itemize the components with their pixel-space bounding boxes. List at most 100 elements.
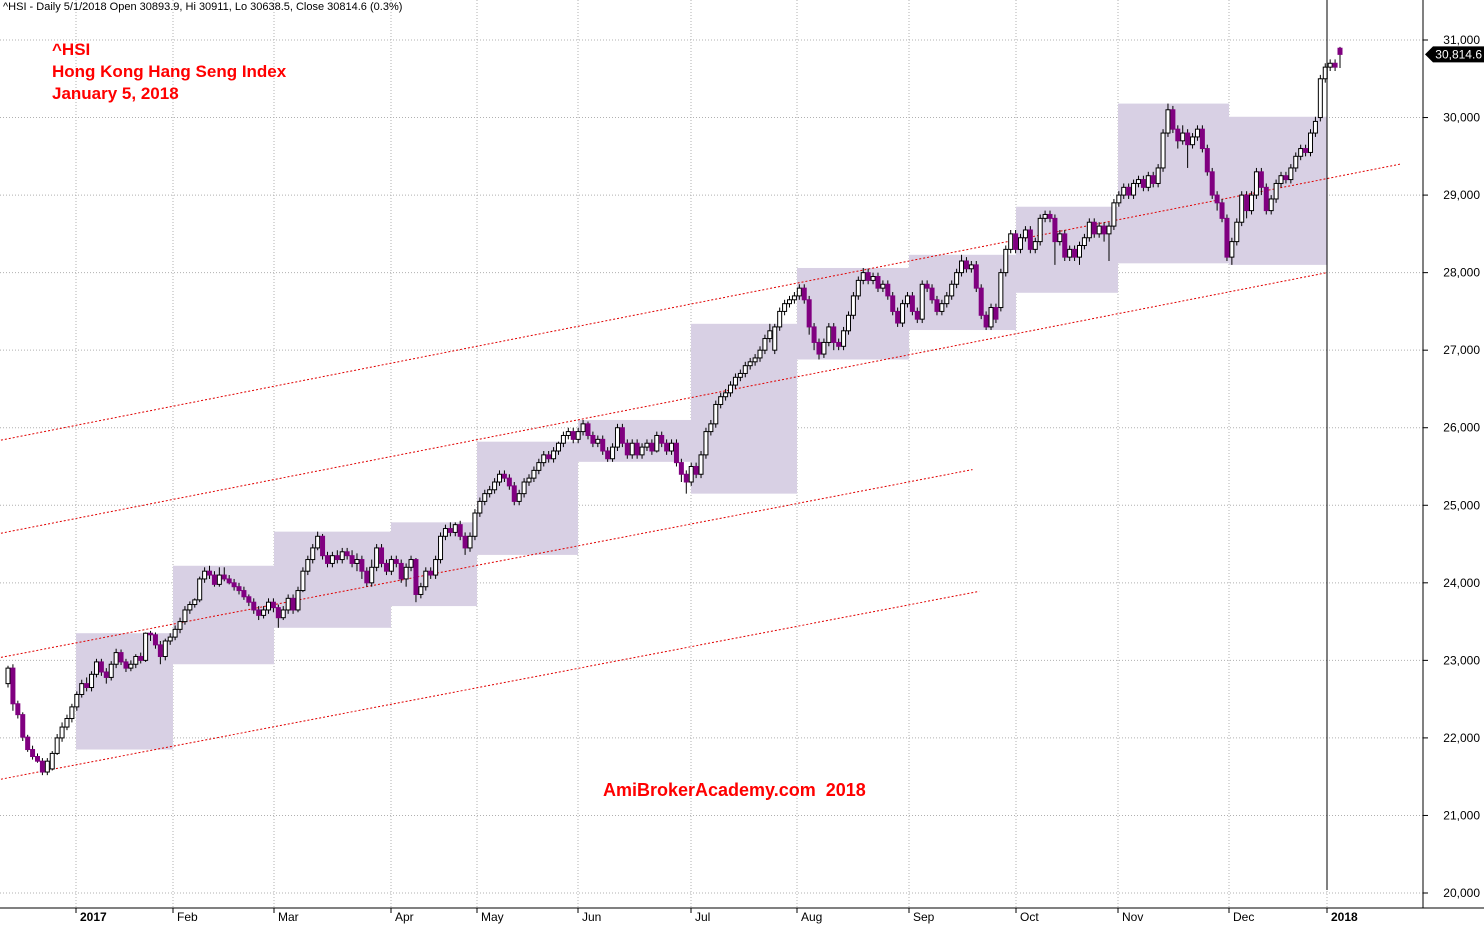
candle — [718, 392, 724, 409]
candle — [1072, 245, 1078, 262]
candle — [900, 299, 906, 327]
candle — [836, 338, 842, 351]
candle — [924, 280, 930, 293]
candle — [1253, 167, 1259, 199]
candles — [5, 46, 1343, 776]
candle-body — [487, 489, 493, 495]
candle-body — [742, 365, 748, 374]
candle-body — [762, 338, 768, 351]
candle — [93, 658, 99, 678]
candle — [1081, 233, 1087, 250]
candle-body — [1209, 171, 1215, 196]
candle-body — [324, 555, 330, 564]
candle — [678, 458, 684, 483]
candle — [939, 299, 945, 316]
x-tick-label: 2018 — [1331, 910, 1358, 924]
candle — [998, 268, 1004, 312]
candle — [1140, 175, 1146, 192]
month-box — [691, 323, 797, 494]
candle-body — [767, 330, 773, 340]
candle — [202, 567, 208, 583]
candle-body — [870, 276, 876, 281]
candle — [1022, 226, 1028, 242]
candle-body — [698, 454, 704, 475]
candle — [438, 532, 444, 564]
candle — [1121, 183, 1127, 199]
annotation-name: Hong Kong Hang Seng Index — [52, 62, 287, 81]
candle-body — [1268, 198, 1274, 212]
candle-body — [1131, 182, 1137, 196]
candle — [959, 254, 965, 277]
y-tick-label: 29,000 — [1443, 188, 1480, 202]
candle — [865, 268, 871, 285]
candle — [1194, 125, 1200, 141]
candle — [506, 474, 512, 490]
candle — [221, 567, 227, 582]
candle-body — [398, 562, 404, 580]
candle — [659, 431, 665, 448]
candle-body — [69, 706, 75, 720]
candle — [285, 594, 291, 614]
y-tick-label: 27,000 — [1443, 343, 1480, 357]
candle — [30, 745, 36, 760]
candle — [246, 594, 252, 607]
candle-body — [614, 427, 620, 448]
candle-body — [772, 326, 778, 351]
candle-body — [202, 570, 208, 580]
candle-body — [349, 555, 355, 564]
candle-body — [585, 423, 591, 436]
candle — [20, 712, 26, 742]
candle — [113, 648, 119, 669]
candle — [570, 427, 576, 444]
candle — [379, 544, 385, 568]
candle — [64, 714, 70, 731]
candle-body — [1126, 186, 1132, 196]
candle-body — [231, 582, 237, 588]
candle-body — [1003, 248, 1009, 274]
candle-body — [1317, 78, 1323, 119]
candle-body — [1204, 148, 1210, 173]
candle — [516, 489, 522, 506]
chart-header: ^HSI - Daily 5/1/2018 Open 30893.9, Hi 3… — [3, 1, 403, 13]
candle-body — [983, 314, 989, 328]
candle-body — [236, 586, 242, 592]
candle — [895, 307, 901, 327]
candle-body — [403, 566, 409, 580]
candle — [963, 257, 969, 273]
candle — [816, 338, 822, 360]
candle-body — [305, 559, 311, 572]
candle — [747, 357, 753, 370]
candle — [1003, 245, 1009, 277]
candle-body — [752, 357, 758, 363]
candle — [39, 758, 45, 776]
candle — [5, 665, 11, 688]
candle — [811, 323, 817, 351]
candle-body — [904, 295, 910, 305]
candle — [59, 722, 65, 742]
candle-body — [300, 570, 306, 592]
candle-body — [634, 442, 640, 456]
candle — [1303, 144, 1309, 157]
candle-body — [1199, 128, 1205, 150]
candle — [610, 443, 616, 462]
candle-body — [1042, 213, 1048, 219]
candle — [806, 295, 812, 335]
candle-body — [605, 450, 611, 460]
candle — [890, 292, 896, 316]
candle — [831, 323, 837, 351]
candle-body — [1258, 171, 1264, 188]
candle — [1037, 214, 1043, 246]
candle — [339, 547, 345, 564]
y-tick-label: 22,000 — [1443, 731, 1480, 745]
candle-body — [89, 673, 95, 689]
candle — [546, 450, 552, 463]
candle — [619, 423, 625, 448]
candle-body — [128, 663, 134, 669]
candle — [649, 439, 655, 455]
candle — [614, 423, 620, 451]
candle — [128, 660, 134, 672]
candle — [1337, 46, 1343, 69]
candle-body — [806, 299, 812, 328]
candle-body — [167, 636, 173, 642]
candle — [167, 633, 173, 645]
